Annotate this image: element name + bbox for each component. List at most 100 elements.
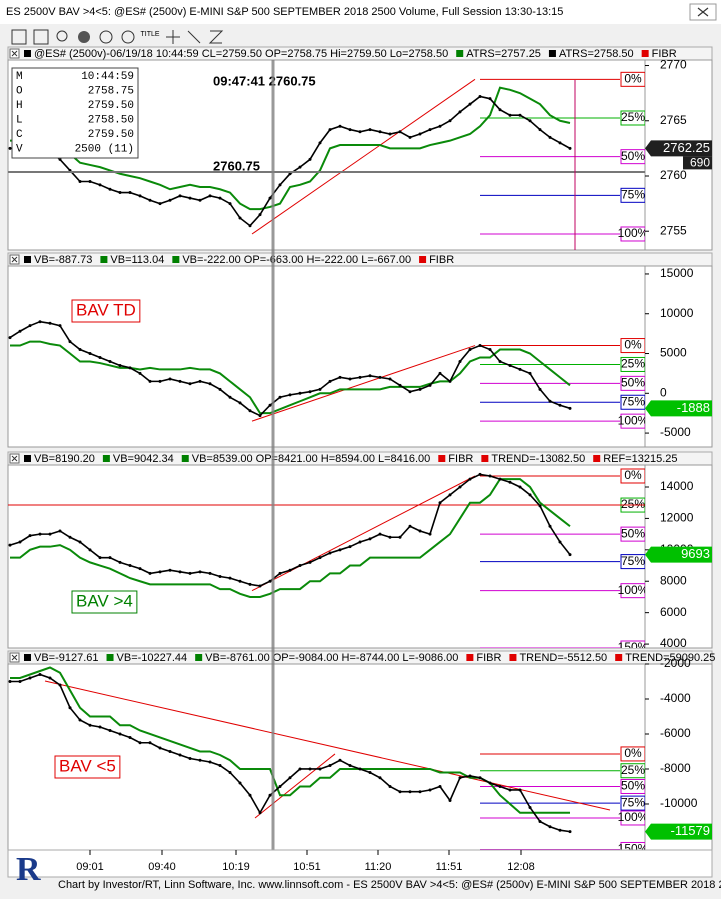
last-value-box (645, 823, 712, 840)
header-swatch (24, 256, 31, 263)
close-dot (208, 382, 212, 386)
close-dot (508, 363, 512, 367)
close-dot (78, 180, 82, 184)
panel-close-icon (11, 50, 18, 57)
x-tick-label: 09:40 (148, 861, 176, 873)
close-dot (458, 485, 462, 489)
close-dot (128, 564, 132, 568)
tool-icon[interactable] (78, 31, 90, 43)
close-dot (58, 683, 62, 687)
fib-label-box (620, 763, 645, 779)
close-dot (258, 584, 262, 588)
close-dot (348, 128, 352, 132)
panel-close-icon (11, 654, 18, 661)
last-value: -1888 (677, 400, 710, 415)
header-swatch (24, 455, 31, 462)
close-dot (88, 548, 92, 552)
tool-icon[interactable] (121, 30, 135, 44)
trend-line (44, 680, 611, 811)
close-dot (498, 477, 502, 481)
close-dot (78, 348, 82, 352)
y-tick-label: -6000 (660, 726, 691, 740)
close-dot (148, 198, 152, 202)
close-dot (528, 493, 532, 497)
tool-icon[interactable] (99, 30, 113, 44)
plot-bg (7, 464, 646, 649)
close-dot (318, 767, 322, 771)
close-dot (88, 352, 92, 356)
close-dot (328, 379, 332, 383)
close-dot (198, 758, 202, 762)
x-tick-label: 12:08 (507, 861, 535, 873)
close-dot (388, 535, 392, 539)
tool-icon[interactable] (187, 30, 201, 44)
axis-bg (644, 265, 713, 448)
info-value: 2758.50 (88, 114, 134, 126)
close-dot (28, 324, 32, 328)
close-dot (468, 477, 472, 481)
fib-label: 0% (624, 468, 642, 482)
annotation: 2760.75 (213, 158, 260, 173)
close-dot (218, 575, 222, 579)
close-dot (118, 191, 122, 195)
close-dot (368, 770, 372, 774)
tool-icon[interactable] (33, 29, 49, 45)
close-dot (338, 375, 342, 379)
close-dot (318, 387, 322, 391)
close-dot (488, 474, 492, 478)
fib-label: 50% (621, 526, 645, 540)
close-dot (418, 132, 422, 136)
y-tick-label: 2760 (660, 168, 687, 182)
close-dot (278, 183, 282, 187)
close-dot (558, 141, 562, 145)
close-dot (298, 165, 302, 169)
panel-label-box (71, 299, 141, 323)
info-value: 2500 (11) (75, 143, 134, 155)
tool-icon-label[interactable]: TITLE (140, 31, 159, 38)
header-swatch (100, 256, 108, 263)
info-key: O (16, 85, 23, 97)
close-dot (368, 537, 372, 541)
close-dot (158, 379, 162, 383)
chart-panel: @ES# (2500v)-06/19/18 10:44:59 CL=2759.5… (7, 46, 713, 251)
close-dot (358, 540, 362, 544)
fib-label: 0% (624, 746, 642, 760)
close-dot (198, 379, 202, 383)
fib-label: 50% (621, 779, 645, 793)
fib-label-box (620, 526, 645, 542)
close-dot (208, 571, 212, 575)
header-swatch (548, 50, 556, 57)
fib-label-box (620, 338, 645, 354)
close-dot (268, 196, 272, 200)
close-dot (138, 371, 142, 375)
chart-panel: VB=-887.73 VB=113.04 VB=-222.00 OP=-663.00… (7, 252, 713, 448)
close-dot (388, 377, 392, 381)
last-value-box (645, 140, 712, 157)
tool-icon[interactable] (11, 29, 27, 45)
close-dot (198, 570, 202, 574)
panel-close-icon (11, 455, 18, 462)
info-value: 10:44:59 (81, 71, 134, 83)
close-dot (428, 532, 432, 536)
close-dot (448, 493, 452, 497)
tool-icon[interactable] (208, 30, 224, 44)
close-dot (518, 485, 522, 489)
y-tick-label: 14000 (660, 479, 694, 493)
fib-label: 75% (621, 795, 645, 809)
close-dot (218, 196, 222, 200)
fib-label-box (620, 810, 645, 826)
close-dot (518, 788, 522, 792)
info-box (11, 67, 139, 159)
close-dot (128, 366, 132, 370)
fib-label: 25% (621, 357, 645, 371)
band-line (10, 340, 571, 415)
close-dot (498, 108, 502, 112)
tool-icon[interactable] (56, 30, 68, 42)
header-text: VB=-887.73 (34, 254, 92, 266)
toolbar: TITLE (0, 26, 721, 48)
tool-icon[interactable] (166, 30, 180, 44)
close-dot (118, 560, 122, 564)
close-dot (128, 735, 132, 739)
close-dot (168, 198, 172, 202)
annotation: 09:47:41 2760.75 (213, 73, 316, 88)
